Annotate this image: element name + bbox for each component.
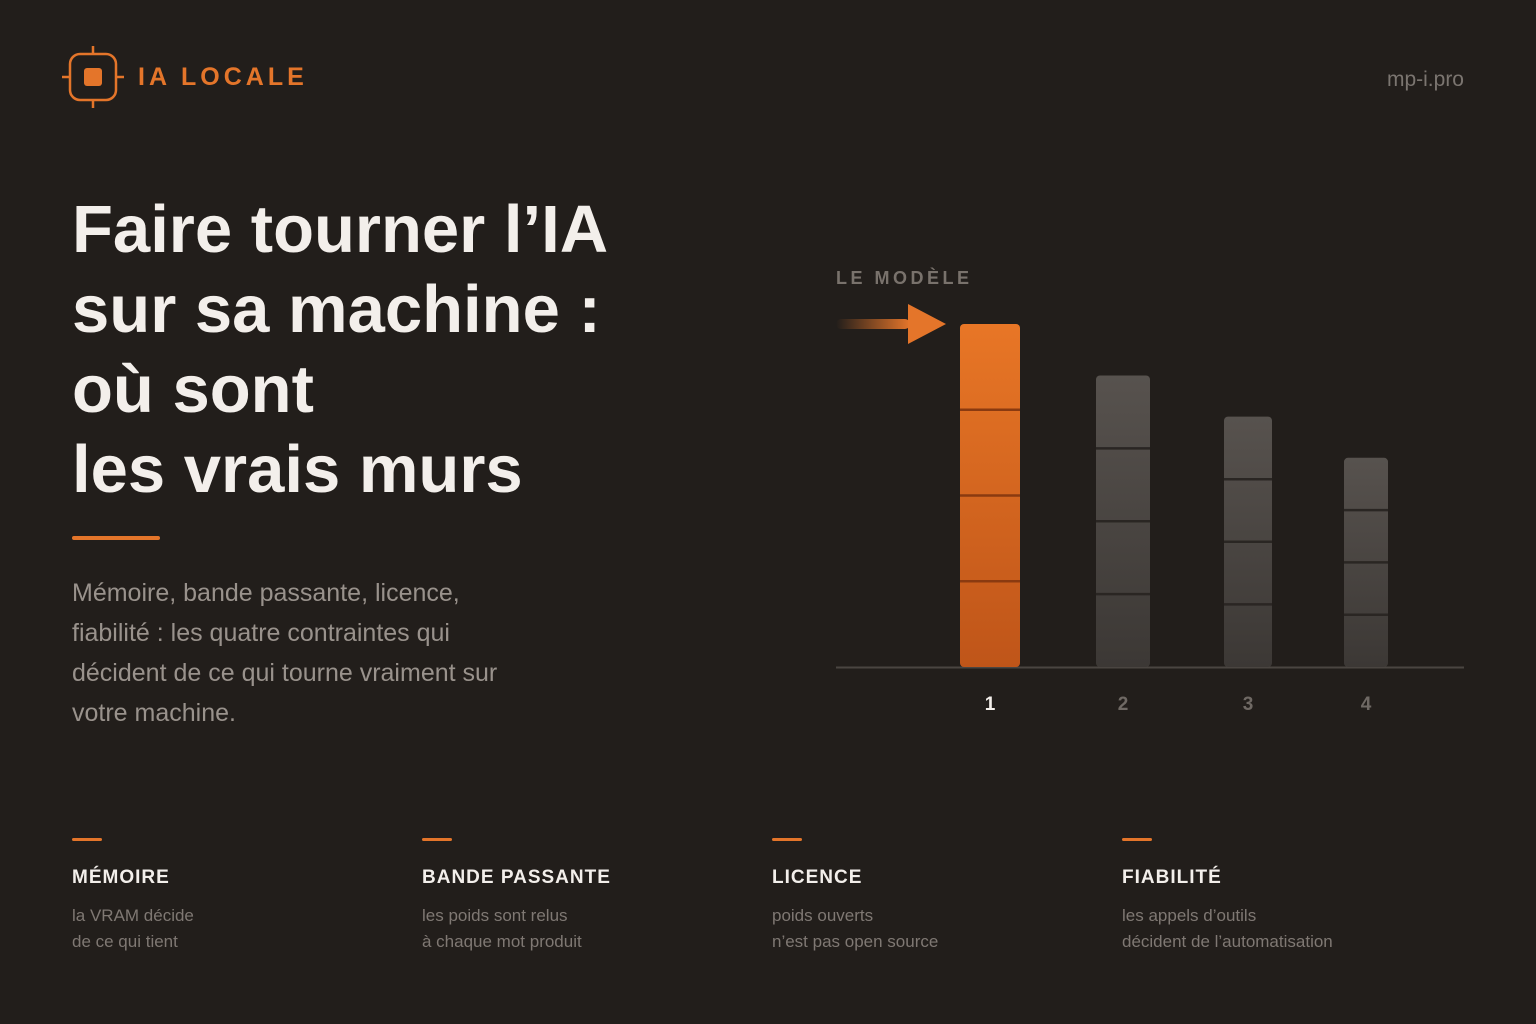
card-description: les poids sont relus à chaque mot produi… <box>422 903 752 955</box>
card-memoire: MÉMOIRE la VRAM décide de ce qui tient <box>72 838 402 955</box>
title-line: où sont <box>72 352 314 427</box>
tick-label: 4 <box>1361 694 1372 715</box>
card-accent-dash <box>772 838 802 841</box>
bar-chart: 1 2 3 4 <box>836 304 1464 715</box>
card-line: la VRAM décide <box>72 906 194 925</box>
site-url[interactable]: mp-i.pro <box>1386 68 1464 91</box>
card-line: à chaque mot produit <box>422 932 582 951</box>
lead-paragraph: Mémoire, bande passante, licence, fiabil… <box>72 579 498 727</box>
page-title: Faire tourner l’IA sur sa machine : où s… <box>72 190 712 510</box>
brand-name: IA LOCALE <box>138 62 308 91</box>
target-square-icon <box>62 46 124 108</box>
card-title: BANDE PASSANTE <box>422 867 611 888</box>
title-line: Faire tourner l’IA <box>72 192 609 267</box>
bar-1 <box>960 324 1020 667</box>
bar-2 <box>1096 375 1150 667</box>
card-description: poids ouverts n’est pas open source <box>772 903 1102 955</box>
card-title: LICENCE <box>772 867 863 888</box>
card-title: MÉMOIRE <box>72 867 170 888</box>
card-accent-dash <box>1122 838 1152 841</box>
card-line: décident de l’automatisation <box>1122 932 1333 951</box>
tick-label: 3 <box>1243 694 1254 715</box>
card-description: les appels d’outils décident de l’automa… <box>1122 903 1452 955</box>
card-accent-dash <box>72 838 102 841</box>
card-accent-dash <box>422 838 452 841</box>
card-licence: LICENCE poids ouverts n’est pas open sou… <box>772 838 1102 955</box>
card-line: les poids sont relus <box>422 906 568 925</box>
card-fiabilite: FIABILITÉ les appels d’outils décident d… <box>1122 838 1452 955</box>
bar-3 <box>1224 416 1272 667</box>
bar-4 <box>1344 457 1388 667</box>
card-line: les appels d’outils <box>1122 906 1257 925</box>
brand: IA LOCALE <box>62 46 308 108</box>
card-bande-passante: BANDE PASSANTE les poids sont relus à ch… <box>422 838 752 955</box>
tick-label: 2 <box>1118 694 1129 715</box>
tick-label: 1 <box>985 694 996 715</box>
chart-label: LE MODÈLE <box>836 268 973 288</box>
title-line: les vrais murs <box>72 432 523 507</box>
card-line: de ce qui tient <box>72 932 178 951</box>
card-description: la VRAM décide de ce qui tient <box>72 903 402 955</box>
card-line: n’est pas open source <box>772 932 939 951</box>
title-line: sur sa machine : <box>72 272 601 347</box>
card-title: FIABILITÉ <box>1122 867 1222 888</box>
card-line: poids ouverts <box>772 906 874 925</box>
accent-divider <box>72 536 160 540</box>
pointer-arrow-icon <box>836 304 946 344</box>
